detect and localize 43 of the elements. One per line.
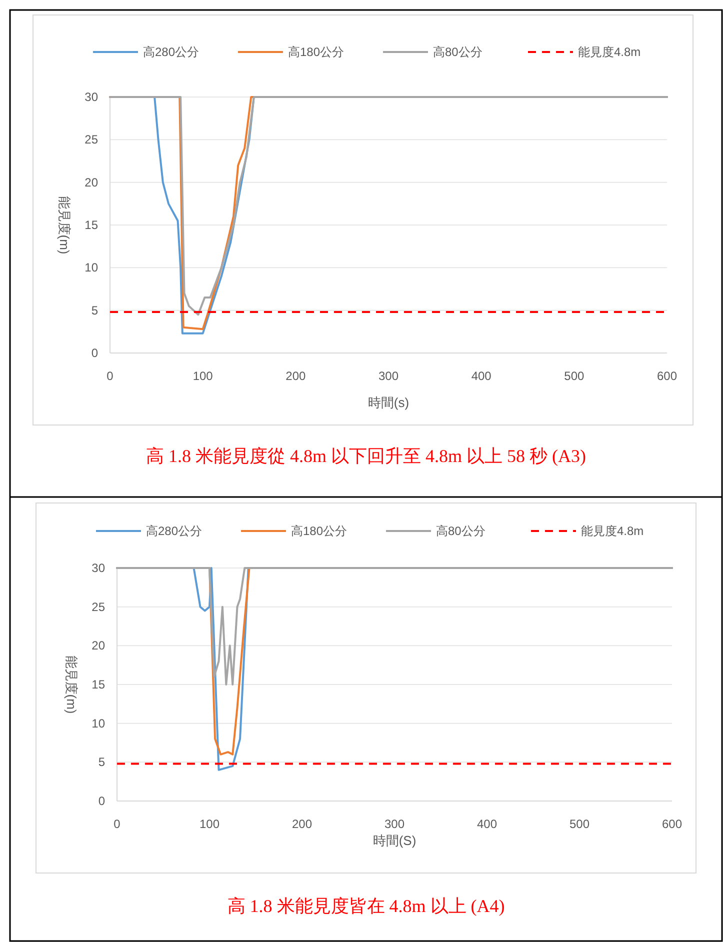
y-tick-label: 0 (98, 794, 106, 808)
x-axis-title: 時間(S) (372, 833, 416, 848)
x-tick-label: 500 (569, 817, 590, 831)
y-tick-label: 20 (84, 175, 98, 190)
legend-label: 高180公分 (291, 524, 348, 538)
y-axis-title: 能見度(m) (64, 655, 79, 714)
y-tick-label: 10 (84, 260, 98, 275)
y-axis-title: 能見度(m) (57, 196, 72, 254)
x-tick-label: 100 (199, 817, 220, 831)
x-tick-label: 300 (378, 369, 399, 383)
y-tick-label: 15 (84, 218, 98, 232)
x-tick-label: 400 (471, 369, 492, 383)
x-tick-label: 600 (662, 817, 682, 831)
x-tick-label: 400 (476, 817, 498, 831)
legend-label: 高180公分 (288, 45, 344, 59)
y-tick-label: 25 (92, 600, 106, 614)
x-tick-label: 300 (384, 817, 405, 831)
y-tick-label: 20 (92, 638, 106, 653)
legend-label: 能見度4.8m (578, 45, 641, 59)
x-tick-label: 600 (656, 369, 678, 383)
x-tick-label: 100 (192, 369, 214, 383)
line-series (116, 567, 673, 686)
y-tick-label: 5 (98, 755, 106, 770)
legend-label: 能見度4.8m (581, 524, 644, 538)
y-tick-label: 30 (92, 561, 106, 575)
x-tick-label: 500 (564, 369, 584, 383)
legend-label: 高280公分 (143, 45, 200, 59)
legend-label: 高80公分 (436, 524, 486, 538)
legend-label: 高280公分 (146, 524, 202, 538)
y-tick-label: 25 (84, 132, 98, 147)
x-tick-label: 200 (292, 817, 312, 831)
x-tick-label: 200 (286, 369, 306, 383)
text: 高 1.8 米能見度皆在 4.8m 以上 (A4) (227, 896, 505, 916)
y-tick-label: 5 (91, 303, 98, 318)
y-tick-label: 0 (91, 346, 98, 360)
text: 高 1.8 米能見度從 4.8m 以下回升至 4.8m 以上 58 秒 (A3) (146, 446, 586, 466)
x-tick-label: 0 (106, 369, 114, 383)
x-tick-label: 0 (114, 817, 121, 831)
y-tick-label: 30 (84, 90, 98, 104)
x-axis-title: 時間(s) (368, 395, 410, 410)
y-tick-label: 10 (92, 716, 106, 730)
legend-label: 高80公分 (433, 45, 482, 59)
y-tick-label: 15 (92, 678, 106, 692)
